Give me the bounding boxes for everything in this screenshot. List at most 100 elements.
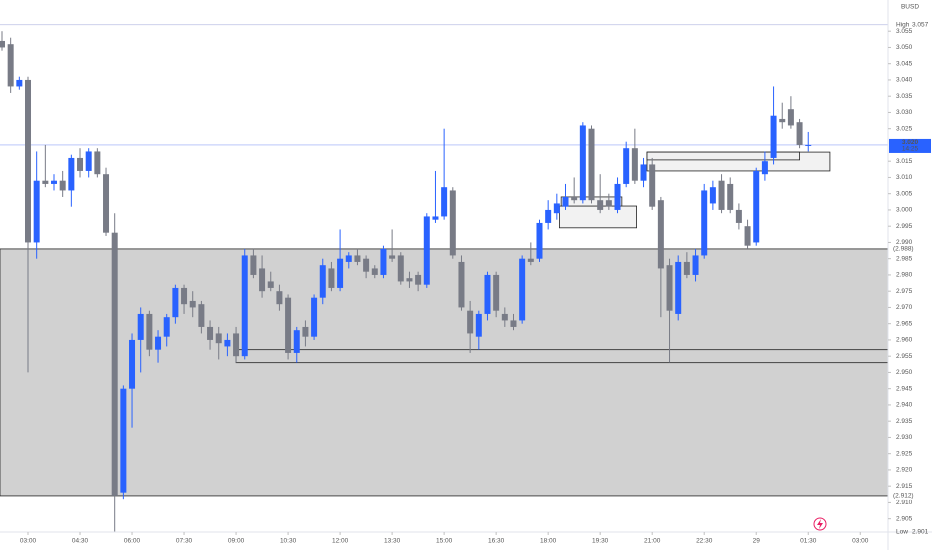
candle-body	[692, 255, 699, 275]
candle-body	[302, 326, 309, 337]
y-tick-label: 3.045	[896, 60, 913, 67]
high-label: 3.057	[912, 21, 929, 28]
candle-body	[77, 157, 84, 171]
candle-body	[189, 300, 196, 308]
y-tick-label: 3.005	[896, 190, 913, 197]
y-tick-label: 2.950	[896, 369, 913, 376]
candle-body	[683, 261, 690, 275]
y-tick-label: 2.915	[896, 483, 913, 490]
y-tick-label: 2.965	[896, 320, 913, 327]
candle-body	[527, 258, 534, 262]
candle-body	[787, 109, 794, 126]
candle-body	[449, 190, 456, 256]
candle-body	[42, 180, 49, 184]
box	[646, 151, 800, 161]
candle-body	[207, 326, 214, 340]
candle-body	[415, 274, 422, 285]
candle-body	[484, 274, 491, 314]
candle-body	[423, 216, 430, 285]
candle-body	[233, 333, 240, 357]
candle-body	[172, 287, 179, 318]
candle-body	[181, 287, 188, 305]
high-name: High	[896, 21, 910, 28]
y-tick-label: 2.960	[896, 337, 913, 344]
y-tick-label: 3.000	[896, 207, 913, 214]
candle-body	[536, 222, 543, 259]
candle-body	[363, 258, 370, 272]
candle-body	[597, 200, 604, 210]
y-tick-label: 2.940	[896, 402, 913, 409]
y-tick-label: 2.910	[896, 499, 913, 506]
candle-body	[85, 151, 92, 171]
y-tick-label: 3.055	[896, 28, 913, 35]
candle-body	[337, 258, 344, 288]
y-tick-label: 2.935	[896, 418, 913, 425]
candle-body	[328, 268, 335, 288]
candle-body	[796, 122, 803, 145]
x-tick-label: 09:00	[228, 538, 245, 545]
candle-body	[553, 203, 560, 214]
zone-tag	[889, 491, 919, 500]
candle-body	[467, 310, 474, 334]
candle-body	[701, 190, 708, 256]
candle-body	[103, 174, 110, 233]
y-tick-label: 3.010	[896, 174, 913, 181]
last-price-tag	[889, 138, 931, 153]
x-tick-label: 16:30	[488, 538, 505, 545]
y-tick-label: 2.925	[896, 450, 913, 457]
y-tick-label: 3.030	[896, 109, 913, 116]
x-tick-label: 04:30	[72, 538, 89, 545]
candle-body	[33, 180, 40, 243]
candle-body	[588, 128, 595, 201]
x-tick-label: 06:00	[124, 538, 141, 545]
y-tick-label: 2.970	[896, 304, 913, 311]
y-tick-label: 3.050	[896, 44, 913, 51]
currency-label: BUSD	[901, 4, 919, 11]
y-tick-label: 2.920	[896, 467, 913, 474]
candle-body	[501, 313, 508, 321]
candle-body	[432, 216, 439, 220]
low-name: Low	[896, 528, 908, 535]
zone-tag-label: (2.912)	[893, 493, 914, 500]
candle-body	[458, 261, 465, 308]
y-tick-label: 2.980	[896, 272, 913, 279]
candle-body	[59, 180, 66, 191]
candle-body	[215, 333, 222, 344]
candle-body	[475, 313, 482, 337]
x-tick-label: 22:30	[696, 538, 713, 545]
candle-body	[319, 265, 326, 298]
candle-body	[51, 180, 58, 184]
candle-body	[311, 297, 318, 337]
x-tick-label: 13:30	[384, 538, 401, 545]
candle-body	[380, 248, 387, 275]
candle-body	[441, 187, 448, 217]
candle-body	[155, 336, 162, 350]
candle-body	[250, 255, 257, 275]
candle-body	[727, 183, 734, 210]
candle-body	[519, 258, 526, 321]
candle-body	[137, 313, 144, 340]
y-tick-label: 2.975	[896, 288, 913, 295]
candle-body	[614, 183, 621, 210]
candle-body	[605, 200, 612, 207]
replay-bolt	[817, 519, 823, 529]
candle-body	[666, 265, 673, 311]
x-tick-label: 18:00	[540, 538, 557, 545]
zone	[0, 248, 889, 497]
candle-body	[761, 161, 768, 175]
candle-body	[111, 232, 118, 496]
x-tick-label: 07:30	[176, 538, 193, 545]
candle-body	[579, 125, 586, 201]
y-tick-label: 3.040	[896, 77, 913, 84]
candle-body	[371, 268, 378, 275]
x-tick-label: 03:00	[20, 538, 37, 545]
candle-body	[649, 164, 656, 207]
candle-body	[640, 164, 647, 181]
y-tick-label: 2.955	[896, 353, 913, 360]
candle-body	[224, 339, 231, 347]
candle-body	[198, 304, 205, 327]
zone-tag-label: (2.988)	[893, 246, 914, 253]
candle-body	[623, 148, 630, 184]
candle-body	[735, 209, 742, 223]
candle-body	[545, 209, 552, 223]
